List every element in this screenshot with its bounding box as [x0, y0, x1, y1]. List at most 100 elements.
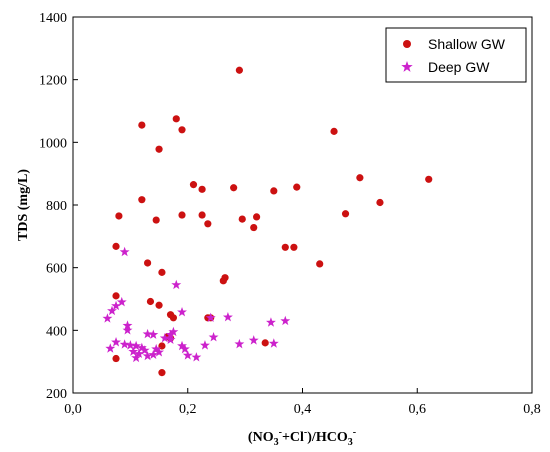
point-shallow-gw: [138, 121, 146, 129]
point-shallow-gw: [204, 220, 212, 228]
point-deep-gw: [131, 340, 142, 351]
point-deep-gw: [234, 338, 245, 349]
point-deep-gw: [208, 332, 219, 342]
point-shallow-gw: [155, 145, 163, 153]
legend-marker-shallow-gw: [403, 40, 411, 48]
point-deep-gw: [165, 334, 176, 344]
point-deep-gw: [102, 313, 113, 323]
y-tick-label: 800: [46, 199, 67, 214]
point-shallow-gw: [112, 292, 120, 300]
x-tick-label: 0,6: [409, 402, 427, 417]
point-deep-gw: [266, 317, 276, 327]
point-deep-gw: [148, 329, 159, 339]
point-deep-gw: [165, 329, 176, 339]
point-shallow-gw: [158, 369, 166, 377]
point-shallow-gw: [230, 184, 238, 192]
point-deep-gw: [148, 349, 159, 359]
point-deep-gw: [122, 320, 133, 330]
point-shallow-gw: [261, 339, 269, 347]
point-deep-gw: [248, 335, 259, 345]
point-shallow-gw: [425, 175, 433, 183]
point-shallow-gw: [178, 211, 186, 219]
point-shallow-gw: [155, 301, 163, 309]
y-axis-title: TDS (mg/L): [16, 169, 31, 241]
point-shallow-gw: [152, 216, 160, 224]
point-shallow-gw: [270, 187, 278, 195]
point-deep-gw: [168, 326, 179, 337]
point-deep-gw: [105, 343, 116, 353]
point-shallow-gw: [356, 174, 364, 182]
point-deep-gw: [122, 325, 133, 335]
point-deep-gw: [280, 315, 291, 326]
legend-label-deep-gw: Deep GW: [428, 59, 490, 75]
point-shallow-gw: [158, 268, 166, 276]
point-shallow-gw: [169, 314, 178, 322]
point-shallow-gw: [138, 196, 146, 204]
y-tick-label: 1200: [39, 74, 67, 89]
point-deep-gw: [151, 343, 162, 354]
point-deep-gw: [131, 352, 142, 363]
point-shallow-gw: [112, 354, 120, 363]
legend-box: [385, 27, 527, 83]
legend-star-shape: [401, 61, 413, 72]
point-deep-gw: [222, 311, 233, 322]
x-tick-label: 0,4: [294, 402, 312, 417]
point-shallow-gw: [146, 297, 155, 306]
point-deep-gw: [200, 340, 210, 350]
y-tick-label: 200: [46, 387, 67, 402]
point-deep-gw: [182, 350, 193, 360]
point-shallow-gw: [178, 126, 186, 134]
point-shallow-gw: [341, 210, 350, 218]
point-deep-gw: [134, 348, 144, 359]
y-tick-label: 1400: [39, 11, 67, 26]
point-deep-gw: [116, 296, 127, 307]
point-shallow-gw: [250, 223, 258, 232]
point-deep-gw: [111, 300, 121, 311]
point-deep-gw: [107, 305, 117, 316]
x-axis-title: (NO3-+Cl-)/HCO3-: [248, 427, 356, 448]
legend: Shallow GW Deep GW: [385, 27, 527, 83]
point-shallow-gw: [376, 198, 384, 207]
point-deep-gw: [177, 340, 187, 351]
point-deep-gw: [177, 306, 187, 317]
point-shallow-gw: [219, 277, 227, 285]
point-deep-gw: [154, 347, 165, 357]
point-deep-gw: [159, 332, 170, 343]
point-deep-gw: [136, 342, 147, 353]
point-deep-gw: [179, 343, 190, 354]
point-deep-gw: [191, 352, 202, 362]
point-shallow-gw: [143, 259, 152, 267]
y-tick-label: 400: [46, 324, 67, 339]
point-deep-gw: [205, 312, 216, 323]
x-tick-label: 0,0: [64, 402, 82, 417]
point-shallow-gw: [235, 66, 243, 74]
data-points: [102, 66, 433, 377]
point-deep-gw: [142, 350, 153, 361]
point-shallow-gw: [189, 181, 198, 189]
point-shallow-gw: [316, 260, 324, 268]
point-shallow-gw: [115, 212, 123, 220]
point-deep-gw: [142, 328, 153, 339]
point-deep-gw: [119, 339, 130, 349]
x-tick-label: 0,8: [523, 402, 541, 417]
axis-ticks: 0,0 0,2 0,4 0,6 0,8 200 400 600 800 1000 1200 1400: [39, 11, 541, 417]
point-shallow-gw: [112, 242, 120, 250]
point-shallow-gw: [198, 211, 206, 219]
point-shallow-gw: [290, 243, 298, 251]
point-shallow-gw: [172, 115, 180, 123]
point-deep-gw: [268, 338, 279, 348]
point-deep-gw: [119, 246, 130, 257]
point-shallow-gw: [238, 215, 246, 223]
point-shallow-gw: [293, 183, 301, 191]
legend-label-shallow-gw: Shallow GW: [428, 36, 506, 52]
point-deep-gw: [128, 346, 139, 356]
x-tick-label: 0,2: [179, 402, 197, 417]
point-shallow-gw: [330, 127, 338, 135]
y-tick-label: 1000: [39, 136, 67, 151]
legend-marker-deep-gw: [401, 61, 413, 72]
point-deep-gw: [125, 340, 136, 350]
point-deep-gw: [139, 345, 150, 355]
y-tick-label: 600: [46, 262, 67, 277]
point-shallow-gw: [281, 243, 289, 251]
